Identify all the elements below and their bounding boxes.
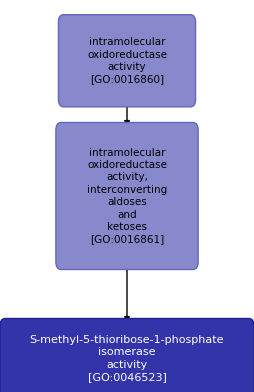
Text: intramolecular
oxidoreductase
activity,
interconverting
aldoses
and
ketoses
[GO:: intramolecular oxidoreductase activity, … — [87, 148, 167, 244]
Text: intramolecular
oxidoreductase
activity
[GO:0016860]: intramolecular oxidoreductase activity [… — [87, 37, 167, 84]
FancyBboxPatch shape — [58, 15, 196, 107]
FancyBboxPatch shape — [56, 122, 198, 270]
Text: S-methyl-5-thioribose-1-phosphate
isomerase
activity
[GO:0046523]: S-methyl-5-thioribose-1-phosphate isomer… — [30, 335, 224, 382]
FancyBboxPatch shape — [0, 318, 254, 392]
